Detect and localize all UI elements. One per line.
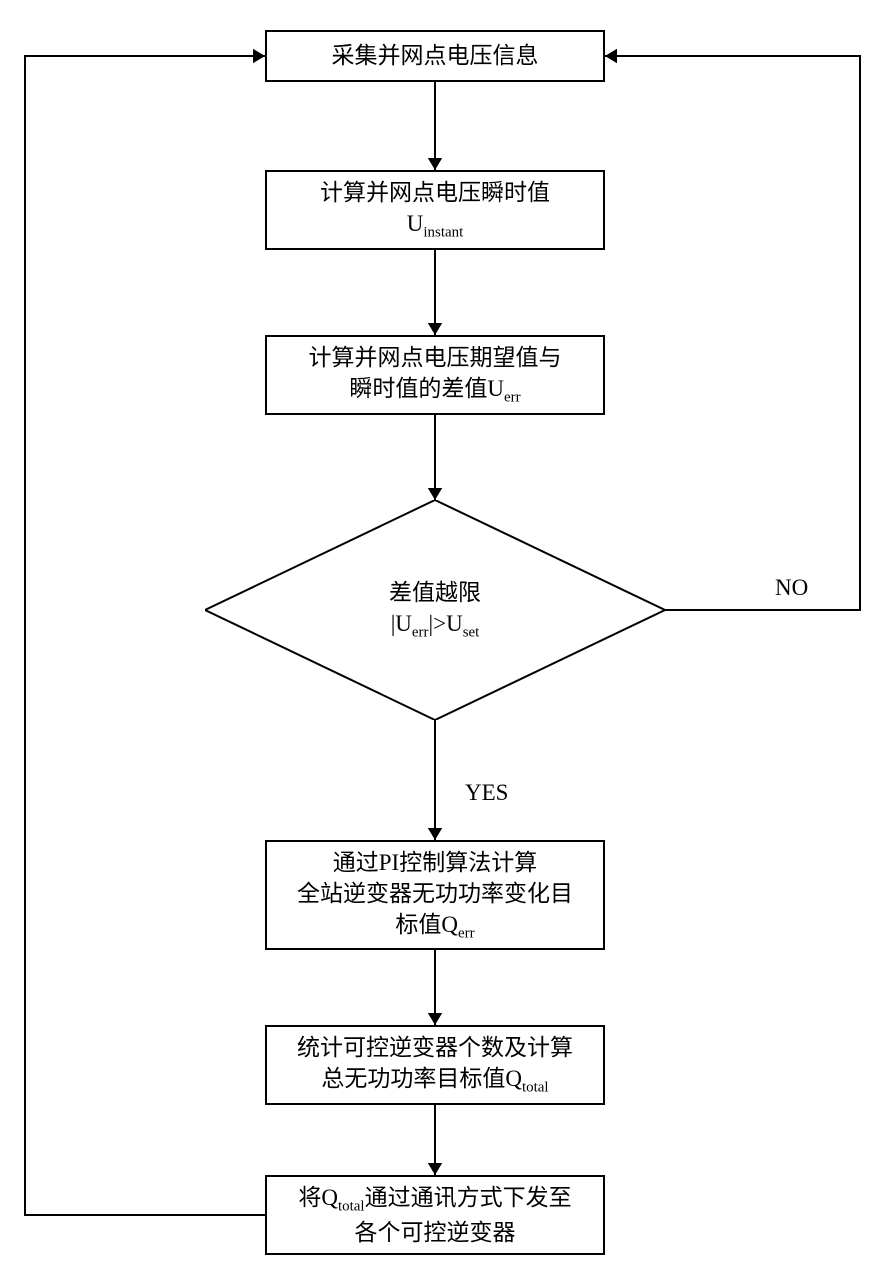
node-text: 将Qtotal通过通讯方式下发至 <box>298 1182 571 1217</box>
flow-node-n7: 将Qtotal通过通讯方式下发至各个可控逆变器 <box>265 1175 605 1255</box>
flow-node-n4: 差值越限|Uerr|>Uset <box>205 500 665 720</box>
node-text: 全站逆变器无功功率变化目 <box>297 878 573 909</box>
node-text: 各个可控逆变器 <box>355 1217 516 1248</box>
edge-label-yes: YES <box>465 780 508 806</box>
node-text: 通过PI控制算法计算 <box>333 847 537 878</box>
node-text: 计算并网点电压瞬时值 <box>320 177 550 208</box>
node-text: 统计可控逆变器个数及计算 <box>297 1032 573 1063</box>
flow-node-n5: 通过PI控制算法计算全站逆变器无功功率变化目标值Qerr <box>265 840 605 950</box>
edge-label-no: NO <box>775 575 808 601</box>
node-text: 采集并网点电压信息 <box>332 40 539 71</box>
flow-node-n2: 计算并网点电压瞬时值Uinstant <box>265 170 605 250</box>
flow-node-n1: 采集并网点电压信息 <box>265 30 605 82</box>
node-text: 标值Qerr <box>395 909 474 944</box>
flow-node-n3: 计算并网点电压期望值与瞬时值的差值Uerr <box>265 335 605 415</box>
node-text: 差值越限|Uerr|>Uset <box>205 500 665 720</box>
node-text: 瞬时值的差值Uerr <box>349 373 520 408</box>
node-text: Uinstant <box>407 208 463 243</box>
node-text: 计算并网点电压期望值与 <box>309 342 562 373</box>
node-text: 总无功功率目标值Qtotal <box>321 1063 548 1098</box>
flow-node-n6: 统计可控逆变器个数及计算总无功功率目标值Qtotal <box>265 1025 605 1105</box>
